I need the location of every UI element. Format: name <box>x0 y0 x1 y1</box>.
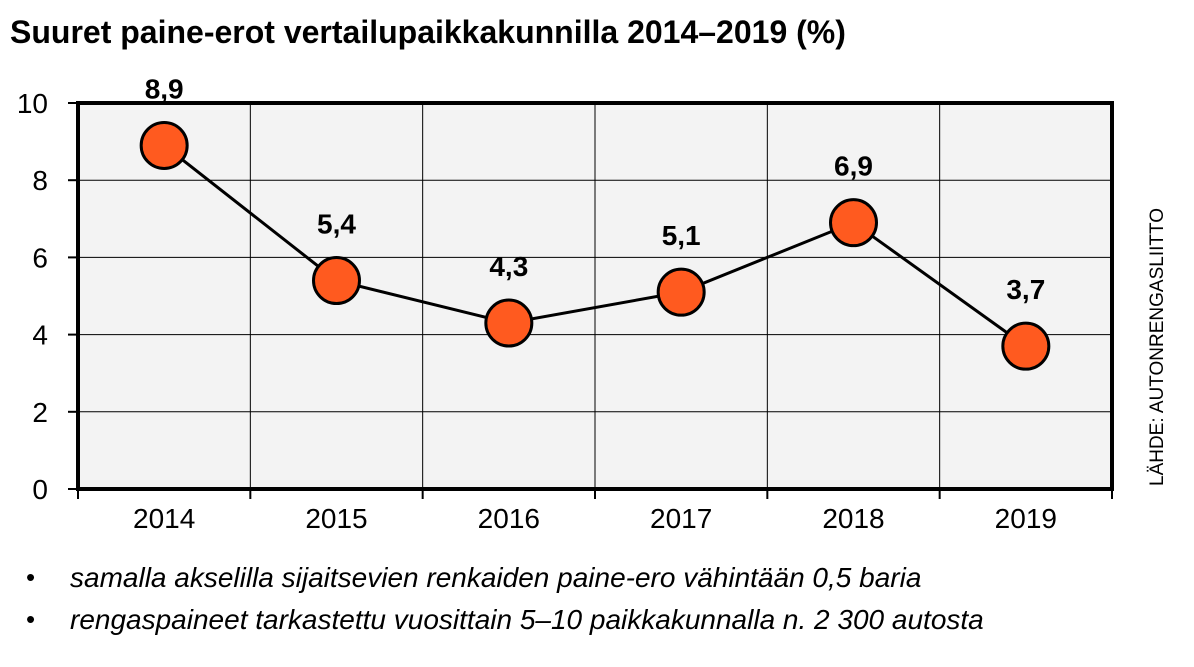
data-point <box>829 198 878 248</box>
data-label: 5,1 <box>662 220 701 251</box>
x-tick-label: 2016 <box>478 503 540 534</box>
series-polyline <box>163 144 1027 348</box>
data-point <box>139 120 189 170</box>
chart-title: Suuret paine-erot vertailupaikkakunnilla… <box>10 14 846 50</box>
bullet-icon: • <box>26 604 36 634</box>
x-tick-label: 2014 <box>133 503 195 534</box>
line-chart: 0 2 4 6 8 10 2014 2015 2016 2017 2018 2019 8,9 5,4 4… <box>17 73 1168 534</box>
data-label: 4,3 <box>489 251 528 282</box>
footnote-item: • rengaspaineet tarkastettu vuosittain 5… <box>0 604 1194 646</box>
y-tick-label: 6 <box>32 242 48 273</box>
footnote-text: rengaspaineet tarkastettu vuosittain 5–1… <box>70 604 984 635</box>
y-tick-label: 0 <box>32 474 48 505</box>
data-label: 3,7 <box>1006 274 1045 305</box>
data-label: 6,9 <box>834 151 873 182</box>
source-label: LÄHDE: AUTONRENGASLIITTO <box>1147 208 1168 486</box>
data-label: 5,4 <box>317 209 356 240</box>
x-tick-label: 2017 <box>650 503 712 534</box>
series-line <box>139 120 1051 371</box>
x-tick-label: 2015 <box>305 503 367 534</box>
x-tick-label: 2018 <box>822 503 884 534</box>
y-tick-label: 10 <box>17 88 48 119</box>
data-point <box>312 256 361 306</box>
data-label: 8,9 <box>145 73 184 104</box>
y-axis: 0 2 4 6 8 10 <box>17 88 78 505</box>
data-labels: 8,9 5,4 4,3 5,1 6,9 3,7 <box>145 73 1046 305</box>
data-point <box>1001 321 1051 371</box>
footnotes: • samalla akselilla sijaitsevien renkaid… <box>0 562 1194 646</box>
bullet-icon: • <box>26 562 36 592</box>
x-tick-label: 2019 <box>995 503 1057 534</box>
gridlines <box>78 103 1112 489</box>
data-point <box>656 267 706 317</box>
y-tick-label: 2 <box>32 397 48 428</box>
data-point <box>484 298 534 348</box>
footnote-text: samalla akselilla sijaitsevien renkaiden… <box>70 562 922 593</box>
y-tick-label: 8 <box>32 165 48 196</box>
x-axis: 2014 2015 2016 2017 2018 2019 <box>77 489 1113 534</box>
footnote-item: • samalla akselilla sijaitsevien renkaid… <box>0 562 1194 604</box>
y-tick-label: 4 <box>32 320 48 351</box>
